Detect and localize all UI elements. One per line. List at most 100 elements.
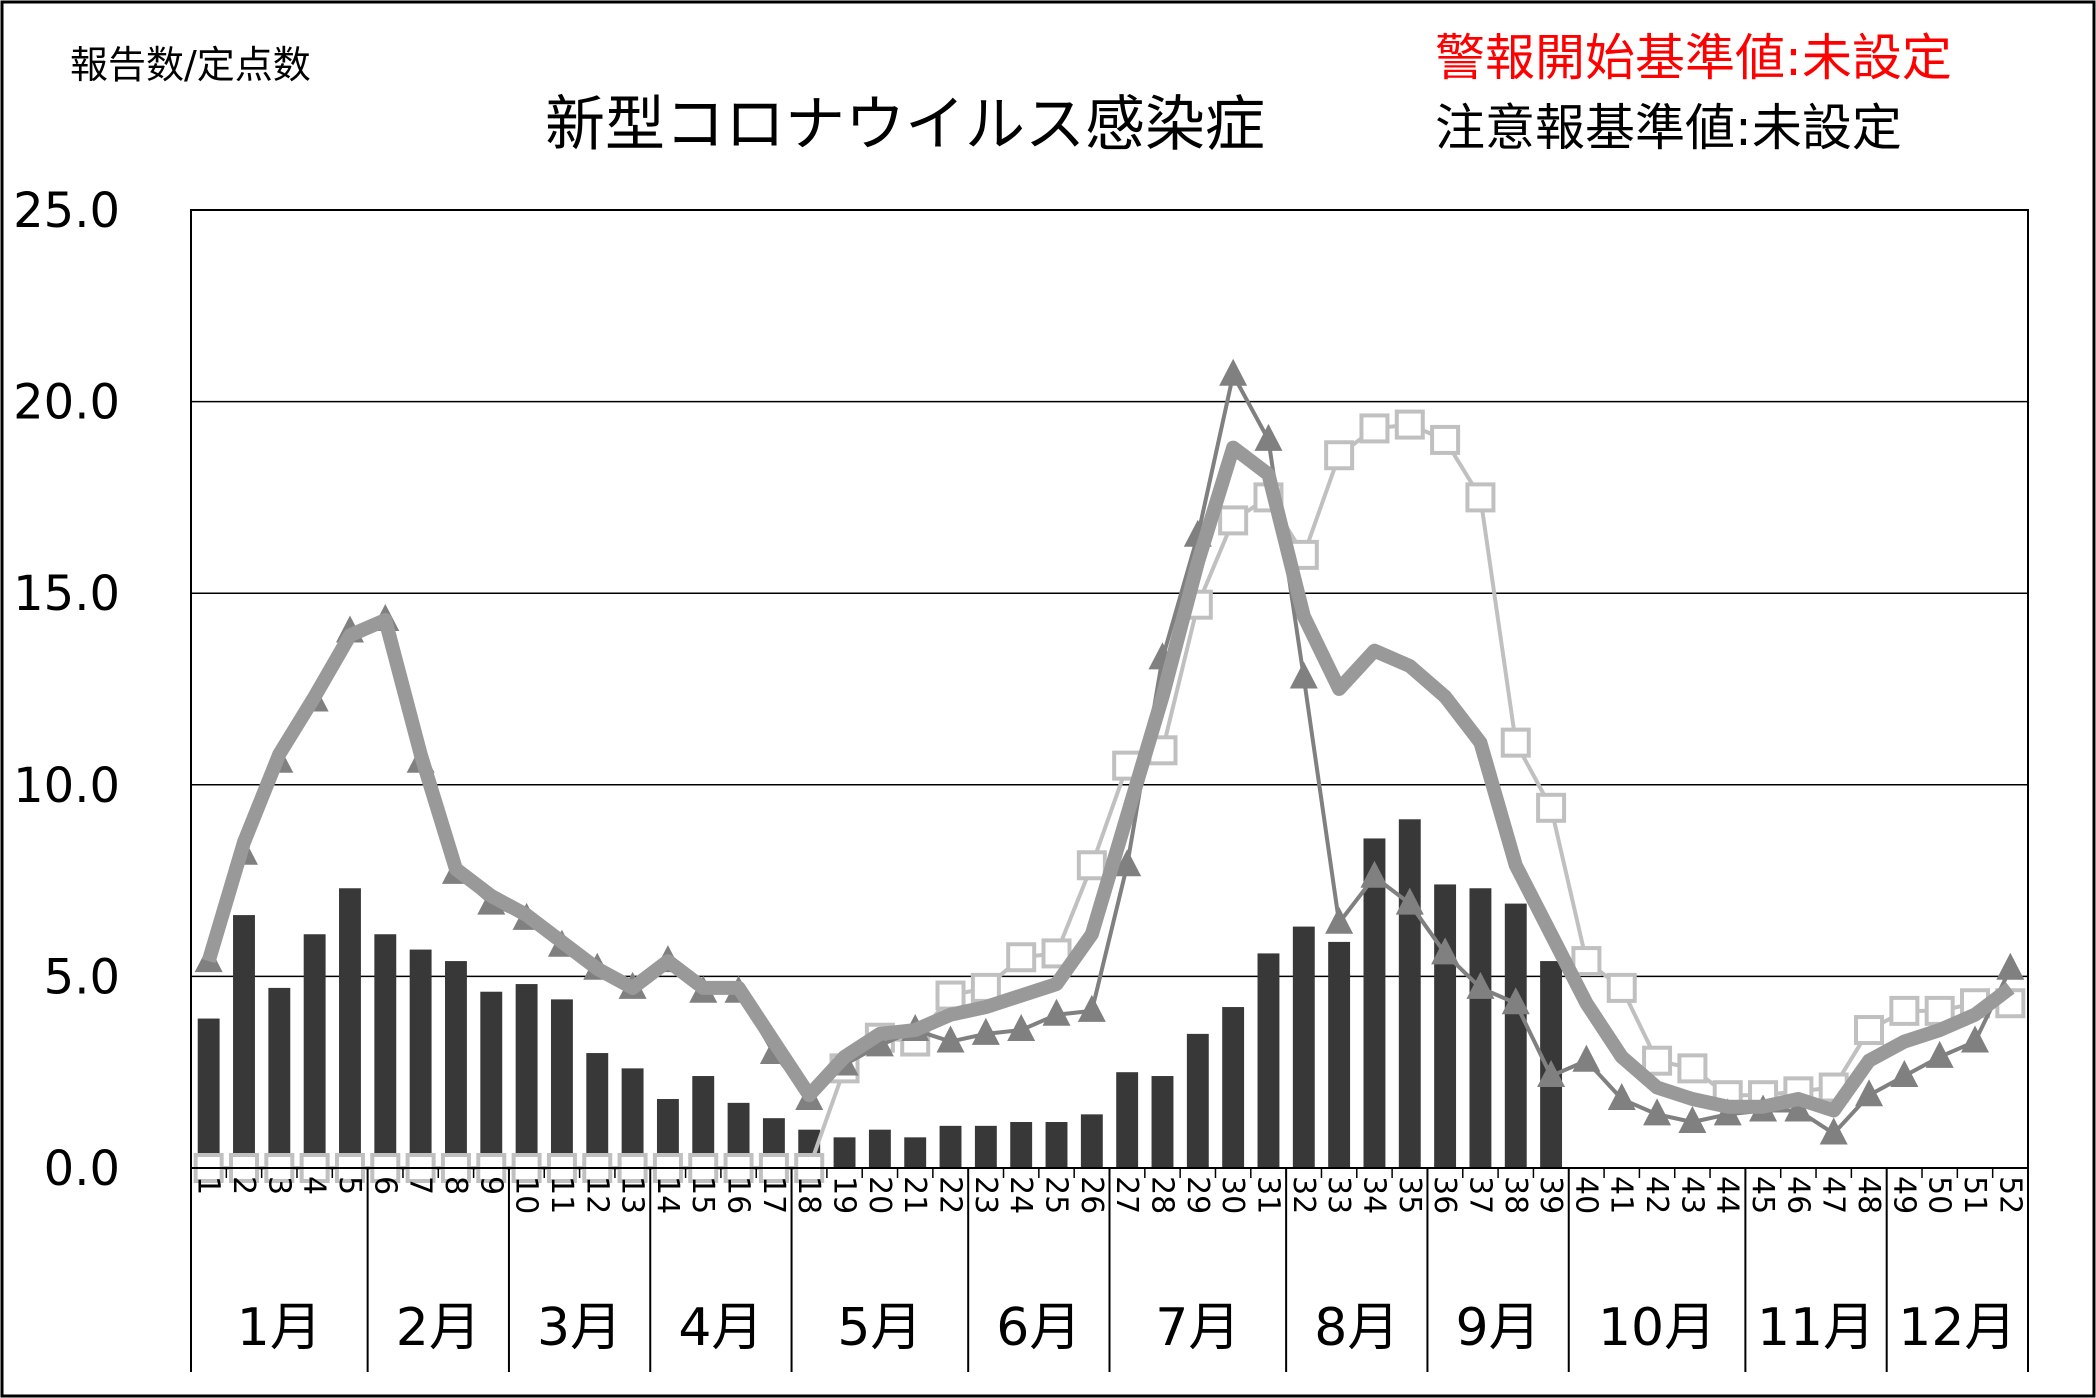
week-tick-label: 38 [1498,1176,1533,1214]
week-tick-label: 43 [1674,1176,1709,1214]
triangle-point [1537,1060,1566,1088]
triangle-point [1077,994,1106,1022]
triangle-point [1360,860,1389,888]
bar-week-4 [303,934,326,1168]
week-tick-label: 9 [473,1176,508,1195]
week-tick-label: 18 [791,1176,826,1214]
square-point [1430,424,1461,455]
week-tick-label: 40 [1568,1176,1603,1214]
triangle-point [1890,1060,1919,1088]
triangle-point [1219,358,1248,386]
triangle-point [1254,423,1283,451]
y-tick-label: 5.0 [44,949,120,1005]
triangle-point [865,1029,894,1057]
month-label: 12月 [1898,1298,2016,1358]
month-label: 2月 [396,1298,481,1358]
week-tick-label: 45 [1745,1176,1780,1214]
square-point [1218,505,1249,536]
square-point [935,980,966,1011]
triangle-point [1007,1014,1036,1042]
week-tick-label: 52 [1992,1176,2027,1214]
y-tick-label: 15.0 [13,566,120,622]
week-tick-label: 23 [968,1176,1003,1214]
bar-week-21 [904,1137,927,1168]
week-tick-label: 29 [1180,1176,1215,1214]
week-tick-label: 4 [297,1176,332,1195]
week-tick-label: 37 [1462,1176,1497,1214]
month-label: 4月 [678,1298,763,1358]
triangle-point [1042,998,1071,1026]
bar-week-10 [515,984,538,1168]
bar-week-16 [727,1102,750,1168]
triangle-point [1996,952,2025,980]
month-label: 1月 [237,1298,322,1358]
bar-week-14 [656,1099,679,1168]
week-tick-label: 22 [933,1176,968,1214]
bar-week-24 [1010,1122,1033,1168]
bar-week-29 [1186,1033,1209,1168]
month-label: 6月 [996,1298,1081,1358]
week-tick-label: 32 [1286,1176,1321,1214]
y-axis-label: 報告数/定点数 [70,43,311,87]
square-point [1076,850,1107,881]
week-tick-label: 31 [1250,1176,1285,1214]
week-tick-label: 48 [1851,1176,1886,1214]
week-tick-label: 28 [1144,1176,1179,1214]
week-tick-label: 46 [1780,1176,1815,1214]
triangle-point [1395,887,1424,915]
axes: 0.05.010.015.020.025.01 2 3 4 5 6 7 8 9 10 11 12 13 1… [13,183,2029,1372]
triangle-point [971,1017,1000,1045]
triangle-point [1113,849,1142,877]
week-tick-label: 1 [191,1176,226,1195]
bar-week-7 [409,949,432,1168]
week-tick-label: 10 [509,1176,544,1214]
bar-week-2 [233,915,255,1168]
square-point [1536,792,1567,823]
bar-week-19 [833,1137,856,1168]
bar-week-30 [1222,1007,1245,1168]
bar-week-1 [197,1018,220,1168]
week-tick-label: 21 [897,1176,932,1214]
triangle-point [1961,1025,1990,1053]
week-tick-label: 8 [438,1176,473,1195]
week-tick-label: 20 [862,1176,897,1214]
triangle-point [1325,906,1354,934]
month-label: 10月 [1598,1298,1716,1358]
triangle-point [1855,1079,1884,1107]
week-tick-label: 49 [1886,1176,1921,1214]
square-point [1394,409,1425,440]
alert-threshold-label: 警報開始基準値:未設定 [1435,29,1952,87]
bar-week-8 [445,961,467,1168]
triangle-point [1784,1094,1813,1122]
bar-week-3 [268,987,291,1168]
y-tick-label: 20.0 [13,375,120,431]
week-tick-label: 42 [1639,1176,1674,1214]
bar-week-23 [974,1125,997,1168]
y-tick-label: 0.0 [44,1141,120,1197]
triangle-point [1501,987,1530,1015]
week-tick-label: 3 [261,1176,296,1195]
month-label: 5月 [837,1298,922,1358]
triangle-point [1572,1044,1601,1072]
week-tick-label: 36 [1427,1176,1462,1214]
bar-week-6 [374,934,397,1168]
bar-week-13 [621,1068,644,1168]
bar-week-28 [1151,1076,1174,1168]
triangle-point [936,1025,965,1053]
week-tick-label: 6 [367,1176,402,1195]
week-tick-label: 16 [721,1176,756,1214]
square-point [970,972,1001,1003]
triangle-point [1819,1117,1848,1145]
week-tick-label: 17 [756,1176,791,1214]
bar-week-31 [1257,953,1280,1168]
month-label: 11月 [1757,1298,1875,1358]
week-tick-label: 12 [579,1176,614,1214]
week-tick-label: 19 [827,1176,862,1214]
bar-week-27 [1116,1072,1139,1168]
bars [197,819,1563,1168]
bar-week-33 [1328,941,1351,1168]
week-tick-label: 24 [1003,1176,1038,1214]
bar-week-20 [868,1129,891,1168]
bar-week-35 [1398,819,1421,1168]
week-tick-label: 13 [615,1176,650,1214]
